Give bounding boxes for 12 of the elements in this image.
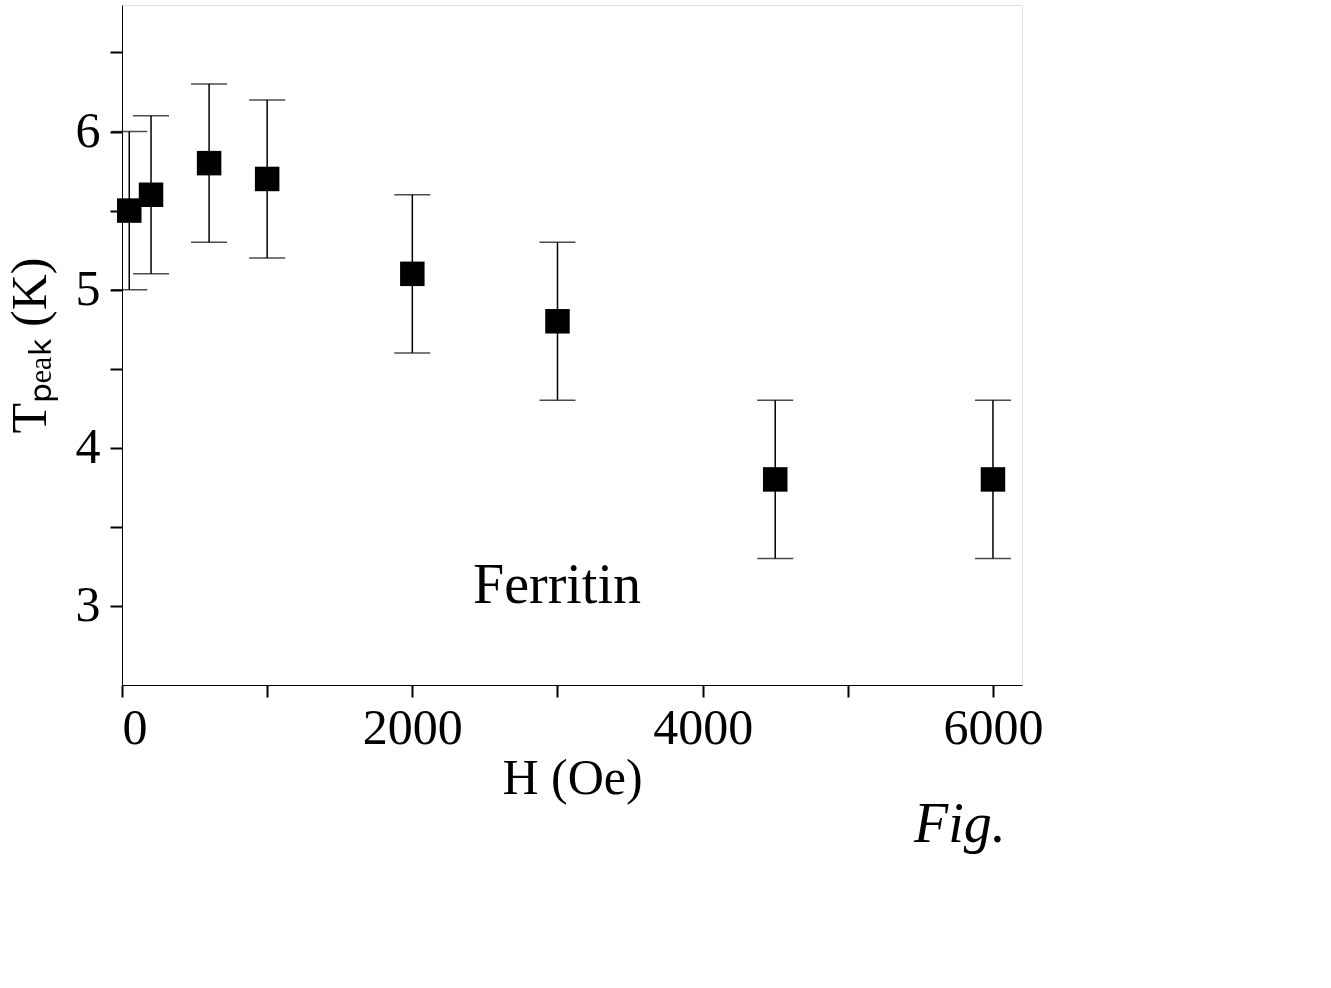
y-tick-label: 4	[75, 418, 101, 475]
annotation: Ferritin	[473, 553, 641, 616]
x-tick-label: 6000	[943, 698, 1044, 755]
x-tick-label: 4000	[653, 698, 754, 755]
x-tick-label: 2000	[362, 698, 463, 755]
x-tick-label: 0	[122, 698, 148, 755]
y-axis-title: Tₚₑₐₖ (K)	[0, 257, 58, 434]
y-tick-label: 6	[75, 102, 101, 159]
x-axis-title: H (Oe)	[502, 748, 643, 805]
y-tick-label: 5	[75, 260, 101, 317]
y-tick-label: 3	[75, 576, 101, 633]
text: Fig.	[913, 792, 1006, 854]
